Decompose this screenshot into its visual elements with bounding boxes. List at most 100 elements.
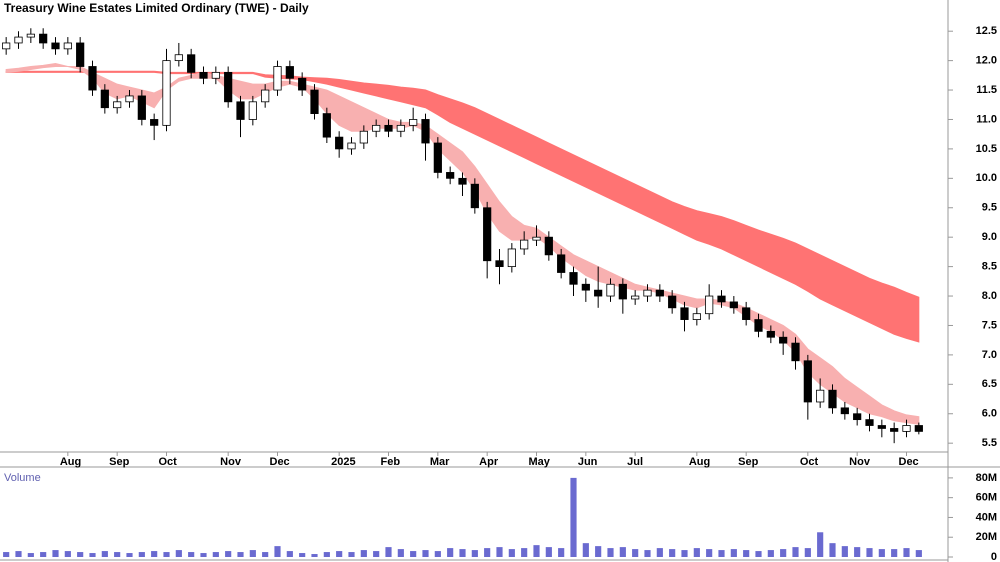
volume-bar	[829, 543, 836, 557]
candle-body	[100, 89, 109, 109]
volume-bar	[138, 552, 145, 557]
x-tick-label: 2025	[331, 456, 355, 468]
candle-body	[409, 119, 418, 126]
candle-body	[754, 319, 763, 332]
volume-bar	[348, 552, 355, 557]
candle-body	[446, 172, 455, 179]
candle-body	[261, 89, 270, 103]
candle-body	[470, 183, 479, 209]
volume-bar	[212, 552, 219, 557]
volume-bar	[496, 547, 503, 557]
candle-body	[63, 42, 72, 50]
candle-body	[520, 239, 529, 250]
candle-body	[236, 101, 245, 120]
volume-bar	[397, 549, 404, 557]
candle-body	[125, 95, 134, 103]
volume-bar	[854, 547, 861, 557]
volume-bar	[175, 550, 182, 557]
candle-body	[853, 413, 862, 421]
x-tick-label: Apr	[479, 456, 499, 468]
y-tick-label: 12.5	[976, 25, 997, 37]
candle-body	[347, 142, 356, 150]
volume-bar	[804, 548, 811, 557]
x-tick-label: Mar	[430, 456, 450, 468]
volume-bar	[891, 549, 898, 557]
volume-bar	[656, 548, 663, 557]
volume-bar	[903, 548, 910, 557]
volume-bar	[767, 550, 774, 557]
volume-bar	[582, 543, 589, 557]
candle-body	[174, 54, 183, 62]
volume-bar	[89, 553, 96, 557]
volume-bar	[410, 551, 417, 557]
volume-bar	[521, 548, 528, 557]
x-tick-label: Aug	[60, 456, 81, 468]
candle-body	[717, 295, 726, 303]
candle-body	[137, 95, 146, 120]
volume-bar	[77, 552, 84, 557]
candle-body	[618, 283, 627, 300]
volume-bar	[706, 549, 713, 557]
candle-body	[766, 330, 775, 338]
x-tick-label: Nov	[220, 456, 242, 468]
candle-body	[705, 295, 714, 315]
candle-body	[199, 71, 208, 79]
candle-body	[840, 407, 849, 415]
x-tick-label: Dec	[270, 456, 290, 468]
volume-bar	[915, 550, 922, 557]
volume-bar	[360, 550, 367, 557]
candle-body	[76, 42, 85, 67]
candle-body	[680, 307, 689, 320]
volume-bar	[743, 550, 750, 557]
x-tick-label: Nov	[849, 456, 871, 468]
candle-body	[532, 236, 541, 241]
candle-body	[557, 254, 566, 273]
y-tick-label: 10.0	[976, 172, 997, 184]
volume-tick-label: 40M	[976, 511, 997, 523]
candle-body	[458, 177, 467, 185]
volume-bar	[163, 552, 170, 557]
y-tick-label: 6.5	[982, 378, 997, 390]
volume-bar	[262, 552, 269, 557]
volume-bar	[817, 532, 824, 557]
candle-body	[779, 336, 788, 344]
volume-bar	[323, 552, 330, 557]
volume-bar	[299, 553, 306, 557]
y-tick-label: 11.5	[976, 84, 997, 96]
candle-body	[310, 89, 319, 114]
volume-label: Volume	[4, 472, 41, 484]
x-tick-label: May	[529, 456, 551, 468]
candle-body	[631, 295, 640, 300]
candle-body	[335, 136, 344, 150]
volume-bar	[669, 549, 676, 557]
volume-bar	[730, 549, 737, 557]
candle-body	[495, 260, 504, 268]
volume-bar	[644, 550, 651, 557]
candle-body	[224, 71, 233, 103]
y-tick-label: 11.0	[976, 113, 997, 125]
volume-bar	[249, 550, 256, 557]
y-tick-label: 6.0	[982, 408, 997, 420]
volume-bar	[447, 548, 454, 557]
volume-bar	[311, 554, 318, 557]
candle-body	[655, 289, 664, 297]
volume-bar	[570, 477, 577, 557]
volume-bar	[225, 551, 232, 557]
candle-body	[2, 42, 11, 50]
volume-bar	[595, 546, 602, 557]
volume-bar	[126, 553, 133, 557]
y-tick-label: 5.5	[982, 437, 997, 449]
volume-bar	[52, 550, 59, 557]
x-tick-label: Jul	[627, 456, 643, 468]
candle-body	[372, 124, 381, 132]
y-tick-label: 9.5	[982, 202, 997, 214]
candle-body	[668, 295, 677, 309]
candle-body	[384, 124, 393, 132]
volume-bar	[64, 551, 71, 557]
volume-bar	[545, 547, 552, 557]
candle-body	[483, 207, 492, 262]
volume-bar	[114, 552, 121, 557]
volume-bar	[693, 548, 700, 557]
volume-bar	[718, 550, 725, 557]
candle-body	[433, 142, 442, 173]
